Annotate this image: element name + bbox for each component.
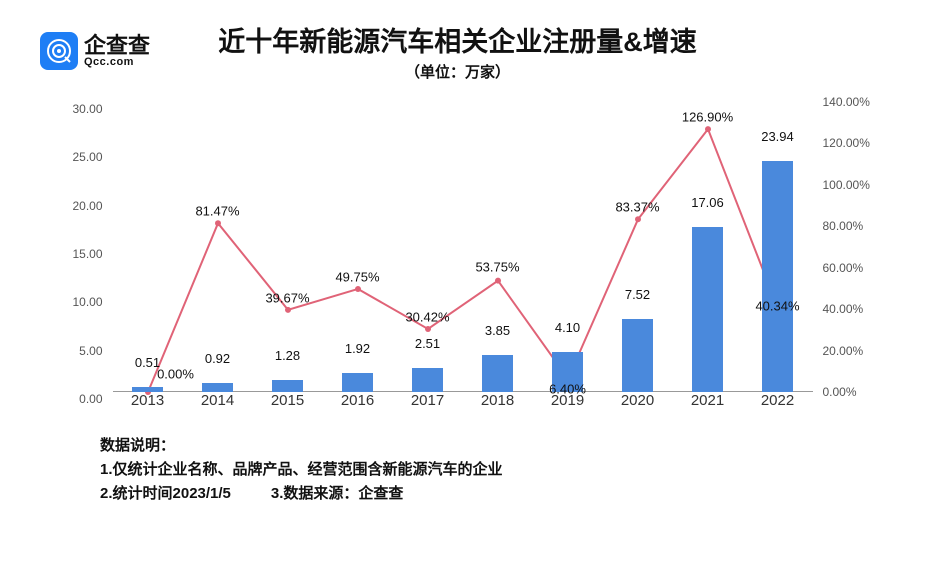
bar <box>622 319 654 392</box>
bar-value-label: 7.52 <box>625 287 650 302</box>
bar <box>412 368 444 392</box>
y-right-tick: 20.00% <box>823 344 883 358</box>
notes-line2a: 2.统计时间2023/1/5 <box>100 482 231 506</box>
logo-cn: 企查查 <box>84 35 150 57</box>
line-value-label: 53.75% <box>475 259 519 274</box>
y-right-tick: 80.00% <box>823 219 883 233</box>
x-axis-label: 2021 <box>691 392 724 409</box>
x-axis-label: 2016 <box>341 392 374 409</box>
bar-value-label: 3.85 <box>485 323 510 338</box>
chart-subtitle: （单位：万家） <box>160 61 755 82</box>
bar-value-label: 2.51 <box>415 336 440 351</box>
y-right-tick: 100.00% <box>823 178 883 192</box>
bar <box>202 383 234 392</box>
bar <box>692 227 724 392</box>
line-value-label: 0.00% <box>157 367 194 382</box>
bar <box>482 355 514 392</box>
bar-value-label: 0.92 <box>205 351 230 366</box>
qcc-logo-icon <box>40 32 78 70</box>
x-axis-label: 2013 <box>131 392 164 409</box>
notes-line1: 1.仅统计企业名称、品牌产品、经营范围含新能源汽车的企业 <box>100 458 885 482</box>
x-axis-label: 2015 <box>271 392 304 409</box>
chart-title: 近十年新能源汽车相关企业注册量&增速 <box>160 20 755 59</box>
bar <box>342 373 374 392</box>
y-right-tick: 120.00% <box>823 136 883 150</box>
x-axis-label: 2018 <box>481 392 514 409</box>
line-value-label: 81.47% <box>195 204 239 219</box>
bar-value-label: 17.06 <box>691 195 724 210</box>
y-right-tick: 60.00% <box>823 261 883 275</box>
header: 企查查 Qcc.com 近十年新能源汽车相关企业注册量&增速 （单位：万家） <box>40 20 885 82</box>
line-value-label: 126.90% <box>682 110 733 125</box>
chart: 0.005.0010.0015.0020.0025.0030.00 0.00% 2… <box>43 92 883 432</box>
bar-value-label: 4.10 <box>555 320 580 335</box>
logo-text: 企查查 Qcc.com <box>84 35 150 68</box>
bar-value-label: 1.92 <box>345 341 370 356</box>
title-block: 近十年新能源汽车相关企业注册量&增速 （单位：万家） <box>160 20 755 82</box>
bar-value-label: 23.94 <box>761 129 794 144</box>
bar <box>762 161 794 392</box>
logo-en: Qcc.com <box>84 57 150 68</box>
page: 企查查 Qcc.com 近十年新能源汽车相关企业注册量&增速 （单位：万家） 0… <box>0 0 925 561</box>
plot-area: 0.510.921.281.922.513.854.107.5217.0623.… <box>113 102 813 392</box>
line-value-label: 39.67% <box>265 290 309 305</box>
line-value-label: 83.37% <box>615 200 659 215</box>
notes-header: 数据说明： <box>100 434 885 458</box>
y-axis-right: 0.00%20.00%40.00%60.00%80.00%100.00%120.… <box>823 92 883 392</box>
bar-value-label: 1.28 <box>275 348 300 363</box>
y-right-tick: 40.00% <box>823 302 883 316</box>
y-right-tick: 140.00% <box>823 95 883 109</box>
x-axis-label: 2017 <box>411 392 444 409</box>
line-value-label: 49.75% <box>335 269 379 284</box>
x-axis-label: 2022 <box>761 392 794 409</box>
x-axis-label: 2020 <box>621 392 654 409</box>
bar <box>272 380 304 392</box>
line-value-label: 30.42% <box>405 309 449 324</box>
y-right-tick: 0.00% <box>823 385 883 399</box>
notes: 数据说明： 1.仅统计企业名称、品牌产品、经营范围含新能源汽车的企业 2.统计时… <box>100 434 885 506</box>
line-value-label: 40.34% <box>755 299 799 314</box>
notes-line2b: 3.数据来源：企查查 <box>271 482 404 506</box>
x-axis-label: 2019 <box>551 392 584 409</box>
notes-row: 2.统计时间2023/1/5 3.数据来源：企查查 <box>100 482 885 506</box>
y-axis-left: 0.005.0010.0015.0020.0025.0030.00 <box>43 92 103 392</box>
logo: 企查查 Qcc.com <box>40 32 150 70</box>
x-axis-label: 2014 <box>201 392 234 409</box>
